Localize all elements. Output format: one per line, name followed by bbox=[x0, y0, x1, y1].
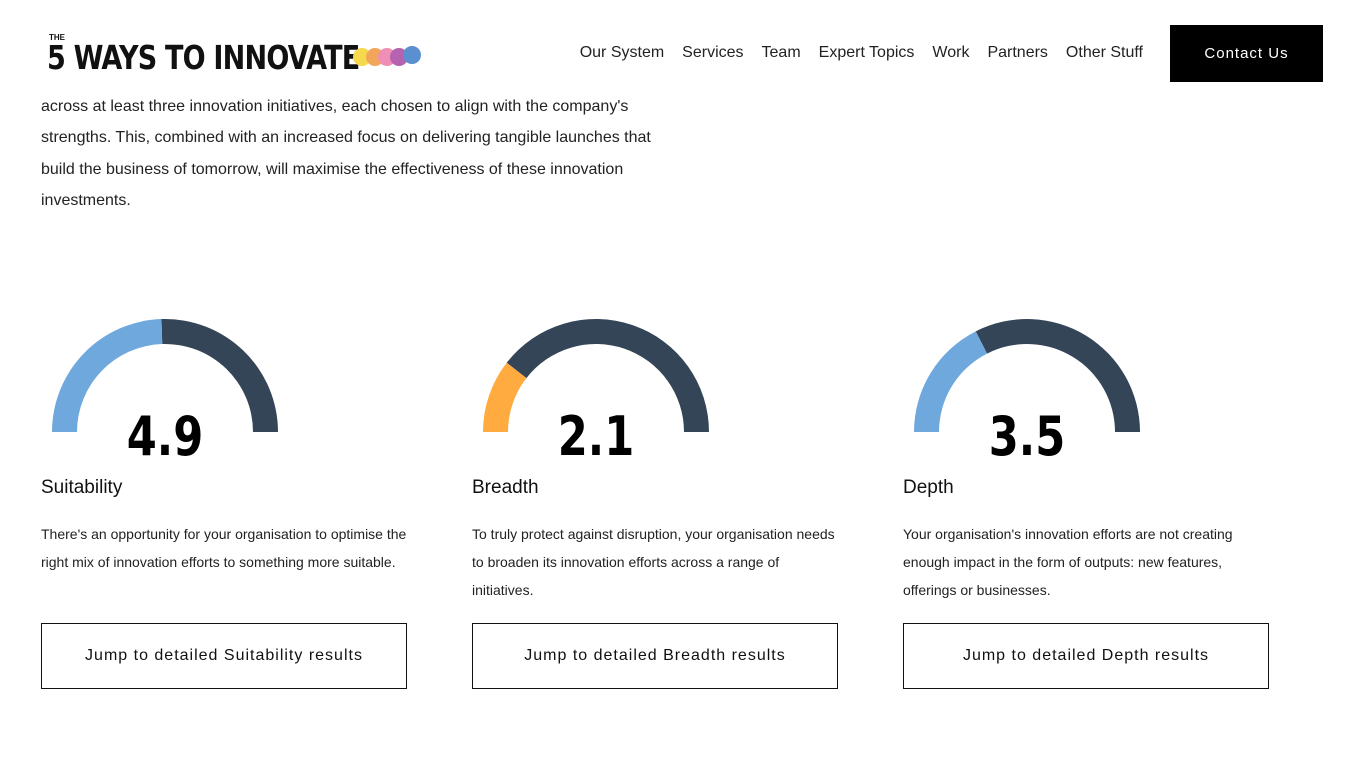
nav-link[interactable]: Our System bbox=[579, 44, 665, 61]
results-button[interactable]: Jump to detailed Suitability results bbox=[41, 623, 407, 689]
logo-dots bbox=[353, 46, 421, 66]
gauge-value bbox=[52, 319, 163, 432]
gauge-value bbox=[483, 362, 527, 432]
nav-link[interactable]: Other Stuff bbox=[1065, 44, 1143, 61]
gauge-description: To truly protect against disruption, you… bbox=[472, 526, 835, 598]
gauge-title: Breadth bbox=[472, 477, 539, 498]
logo[interactable]: 5 WAYS TO INNOVATE bbox=[47, 38, 360, 77]
header: THE 5 WAYS TO INNOVATE Our System Service… bbox=[0, 0, 1364, 94]
gauge-description: Your organisation's innovation efforts a… bbox=[903, 526, 1233, 598]
nav-link[interactable]: Services bbox=[682, 44, 744, 61]
results-button[interactable]: Jump to detailed Breadth results bbox=[472, 623, 838, 689]
nav-link[interactable]: Work bbox=[932, 44, 970, 61]
logo-small: THE bbox=[49, 33, 65, 42]
nav-link[interactable]: Expert Topics bbox=[818, 44, 915, 61]
gauge-card: 4.9 Suitability There's an opportunity for… bbox=[41, 310, 407, 689]
contact-button[interactable]: Contact Us bbox=[1170, 25, 1323, 82]
gauge-card: 2.1 Breadth To truly protect against disru… bbox=[472, 310, 838, 689]
gauge-card: 3.5 Depth Your organisation's innovation e… bbox=[903, 310, 1269, 689]
gauge: 2.1 bbox=[483, 319, 709, 460]
gauge-number: 4.9 bbox=[127, 405, 204, 460]
intro-text: across at least three innovation initiat… bbox=[41, 98, 651, 209]
gauge-track bbox=[975, 319, 1140, 432]
gauge-title: Depth bbox=[903, 477, 954, 498]
nav-link[interactable]: Team bbox=[761, 44, 801, 61]
nav: Our System Services Team Expert Topics Work P… bbox=[580, 44, 1143, 62]
results-button[interactable]: Jump to detailed Depth results bbox=[903, 623, 1269, 689]
gauge-track bbox=[161, 319, 278, 432]
gauge: 3.5 bbox=[914, 319, 1140, 460]
nav-link[interactable]: Partners bbox=[987, 44, 1048, 61]
gauge-track bbox=[506, 319, 709, 432]
gauge-description: There's an opportunity for your organisa… bbox=[41, 526, 407, 570]
gauge-number: 2.1 bbox=[558, 405, 635, 460]
gauge-title: Suitability bbox=[41, 477, 123, 498]
gauge: 4.9 bbox=[52, 319, 278, 460]
gauge-value bbox=[914, 331, 988, 432]
gauge-number: 3.5 bbox=[989, 405, 1066, 460]
